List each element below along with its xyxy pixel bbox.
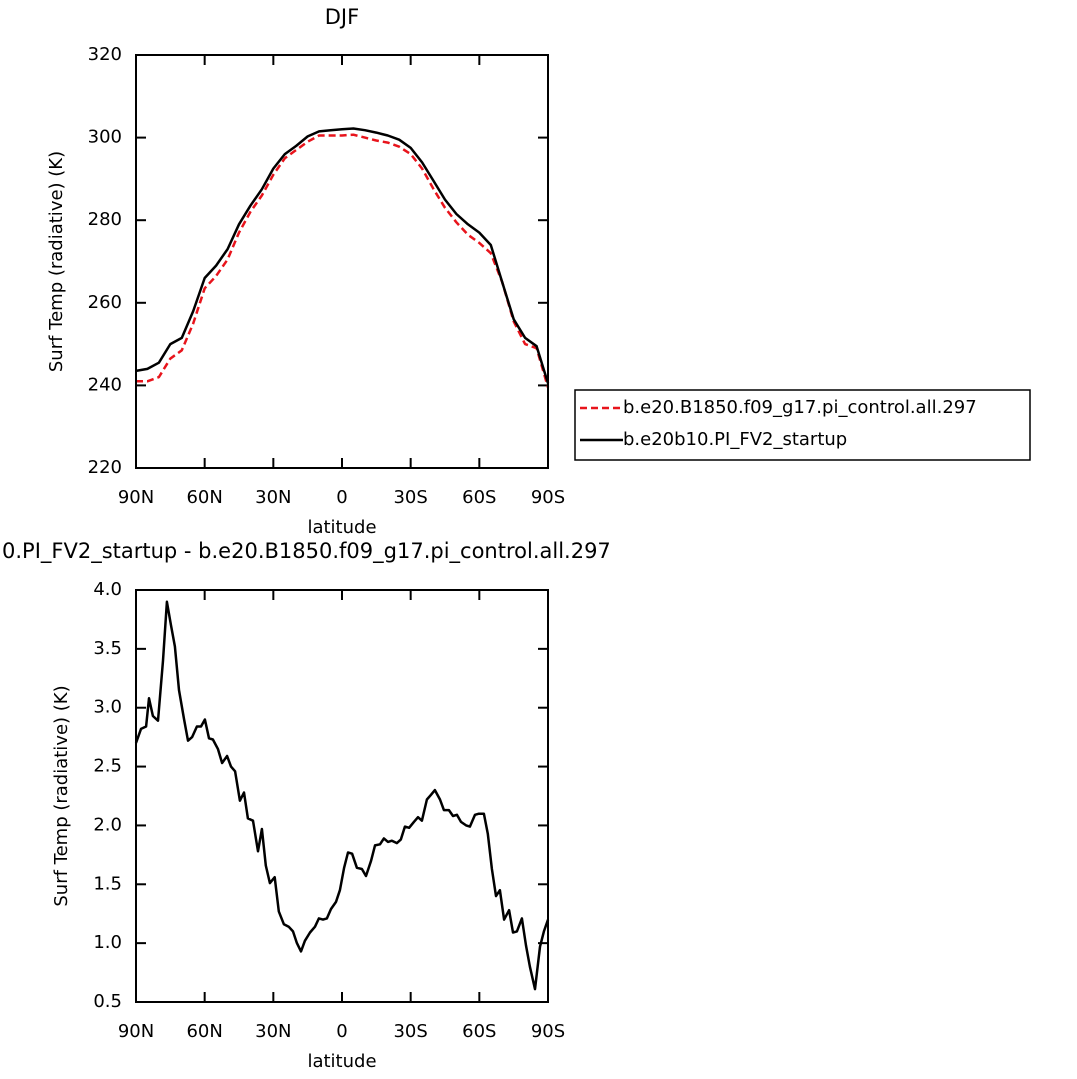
x-tick-label: 30S — [393, 1021, 427, 1042]
x-tick-label: 0 — [336, 487, 347, 508]
x-tick-label: 90N — [118, 487, 154, 508]
y-tick-label: 1.5 — [93, 873, 122, 894]
x-tick-label: 30S — [393, 487, 427, 508]
y-tick-label: 220 — [88, 457, 122, 478]
y-tick-label: 300 — [88, 127, 122, 148]
y-tick-label: 3.5 — [93, 638, 122, 659]
x-tick-label: 60N — [186, 1021, 222, 1042]
y-tick-label: 1.0 — [93, 932, 122, 953]
y-tick-label: 4.0 — [93, 579, 122, 600]
legend-label: b.e20.B1850.f09_g17.pi_control.all.297 — [623, 397, 977, 418]
y-tick-label: 240 — [88, 374, 122, 395]
plot-frame — [135, 54, 549, 469]
y-tick-label: 0.5 — [93, 991, 122, 1012]
x-tick-label: 90S — [531, 1021, 565, 1042]
legend-label: b.e20b10.PI_FV2_startup — [623, 429, 847, 450]
data-line — [135, 127, 550, 384]
y-axis-label: Surf Temp (radiative) (K) — [51, 685, 72, 906]
data-line — [136, 133, 550, 388]
y-tick-label: 2.0 — [93, 814, 122, 835]
y-tick-label: 3.0 — [93, 697, 122, 718]
y-tick-label: 280 — [88, 209, 122, 230]
x-tick-label: 30N — [255, 487, 291, 508]
x-tick-label: 60N — [186, 487, 222, 508]
chart-title: 0.PI_FV2_startup - b.e20.B1850.f09_g17.p… — [2, 539, 611, 564]
data-line — [134, 600, 550, 991]
y-axis-label: Surf Temp (radiative) (K) — [46, 151, 67, 372]
y-tick-label: 320 — [88, 44, 122, 65]
plot-frame — [135, 589, 549, 1003]
x-axis-label: latitude — [307, 517, 376, 538]
x-tick-label: 60S — [462, 487, 496, 508]
x-tick-label: 90S — [531, 487, 565, 508]
legend-box — [574, 389, 1031, 461]
x-axis-label: latitude — [307, 1051, 376, 1072]
x-tick-label: 0 — [336, 1021, 347, 1042]
x-tick-label: 60S — [462, 1021, 496, 1042]
y-tick-label: 2.5 — [93, 756, 122, 777]
x-tick-label: 30N — [255, 1021, 291, 1042]
x-tick-label: 90N — [118, 1021, 154, 1042]
chart-title: DJF — [325, 5, 359, 29]
y-tick-label: 260 — [88, 292, 122, 313]
